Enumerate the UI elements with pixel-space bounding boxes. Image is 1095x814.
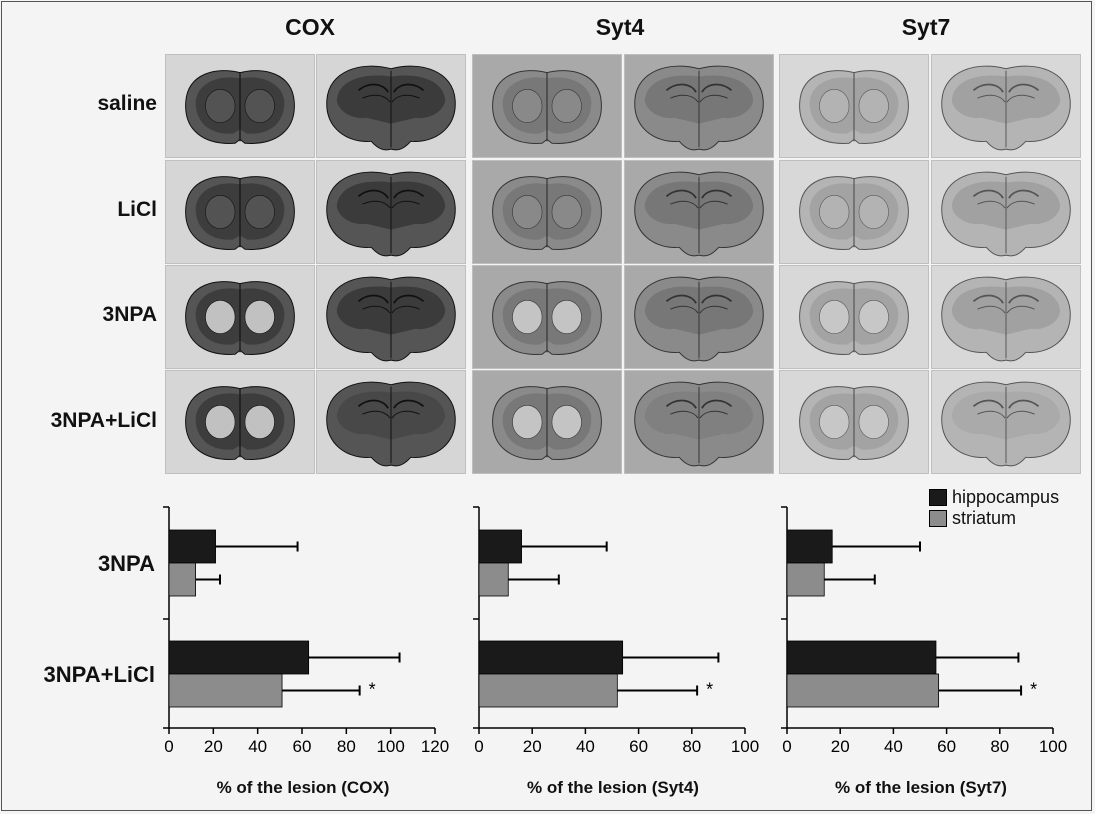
micrograph-cox-3npa-licl-posterior [316,370,466,474]
micrograph-cox-saline-posterior [316,54,466,158]
row-label-3npa-licl: 3NPA+LiCl [50,409,157,432]
row-label-3npa: 3NPA [102,303,157,326]
micrograph-syt4-3npa-licl-posterior [624,370,774,474]
legend-swatch-striatum [929,510,947,527]
micrograph-syt7-3npa-anterior [779,265,929,369]
chart-legend: hippocampus striatum [929,487,1059,529]
row-label-saline: saline [97,92,157,115]
x-tick-label: 100 [731,737,759,756]
x-tick-label: 100 [1039,737,1067,756]
x-tick-label: 0 [164,737,173,756]
bar-chart-syt7: 0 20 40 60 80 100 * [781,506,1067,756]
bar-chart-syt4: 0 20 40 60 80 100 * [473,506,759,756]
x-axis-label-syt7: % of the lesion (Syt7) [835,778,1007,797]
bar-hippocampus-1 [786,640,937,675]
micrograph-syt4-saline-anterior [472,54,622,158]
x-tick-label: 60 [937,737,956,756]
bar-striatum-1 [786,673,940,708]
bar-striatum-0 [478,562,509,597]
micrograph-syt4-licl-anterior [472,160,622,264]
x-tick-label: 40 [248,737,267,756]
column-title-cox: COX [285,14,335,40]
x-tick-label: 20 [204,737,223,756]
x-tick-label: 100 [376,737,404,756]
x-axis-label-cox: % of the lesion (COX) [216,778,390,797]
micrograph-syt4-saline-posterior [624,54,774,158]
bar-hippocampus-1 [478,640,624,675]
bar-striatum-0 [168,562,197,597]
x-tick-label: 60 [629,737,648,756]
micrograph-cox-licl-posterior [316,160,466,264]
x-tick-label: 80 [990,737,1009,756]
micrograph-syt4-3npa-anterior [472,265,622,369]
x-tick-label: 40 [884,737,903,756]
x-tick-label: 120 [421,737,449,756]
row-label-licl: LiCl [117,198,157,221]
x-tick-label: 60 [293,737,312,756]
bar-striatum-1 [168,673,283,708]
micrograph-syt7-3npa-posterior [931,265,1081,369]
micrograph-syt7-licl-anterior [779,160,929,264]
x-tick-label: 0 [782,737,791,756]
bar-hippocampus-1 [168,640,310,675]
legend-item-hippocampus: hippocampus [929,487,1059,508]
column-title-syt4: Syt4 [595,14,645,40]
legend-label-striatum: striatum [952,508,1017,528]
bar-hippocampus-0 [168,529,216,564]
micrograph-syt4-3npa-posterior [624,265,774,369]
bar-row-label-3npa-licl: 3NPA+LiCl [43,662,155,687]
x-axis-label-syt4: % of the lesion (Syt4) [527,778,699,797]
micrograph-syt7-3npa-licl-posterior [931,370,1081,474]
bar-row-label-3npa: 3NPA [97,551,155,576]
micrograph-cox-saline-anterior [165,54,315,158]
bar-striatum-0 [786,562,825,597]
micrograph-syt7-saline-posterior [931,54,1081,158]
significance-marker: * [369,680,376,700]
bar-hippocampus-0 [786,529,833,564]
bar-chart-cox: 0 20 40 60 80 100 120 * [163,506,449,756]
micrograph-syt4-3npa-licl-anterior [472,370,622,474]
x-tick-label: 40 [576,737,595,756]
x-tick-label: 0 [474,737,483,756]
micrograph-syt7-3npa-licl-anterior [779,370,929,474]
micrograph-syt7-saline-anterior [779,54,929,158]
bar-striatum-1 [478,673,618,708]
legend-swatch-hippocampus [929,489,947,506]
micrograph-cox-3npa-posterior [316,265,466,369]
column-title-syt7: Syt7 [901,14,951,40]
micrograph-cox-3npa-anterior [165,265,315,369]
micrograph-syt4-licl-posterior [624,160,774,264]
x-tick-label: 20 [523,737,542,756]
significance-marker: * [706,680,713,700]
legend-item-striatum: striatum [929,508,1059,529]
x-tick-label: 20 [831,737,850,756]
micrograph-syt7-licl-posterior [931,160,1081,264]
bar-hippocampus-0 [478,529,522,564]
x-tick-label: 80 [682,737,701,756]
significance-marker: * [1030,680,1037,700]
x-tick-label: 80 [337,737,356,756]
micrograph-cox-3npa-licl-anterior [165,370,315,474]
legend-label-hippocampus: hippocampus [952,487,1060,507]
micrograph-cox-licl-anterior [165,160,315,264]
